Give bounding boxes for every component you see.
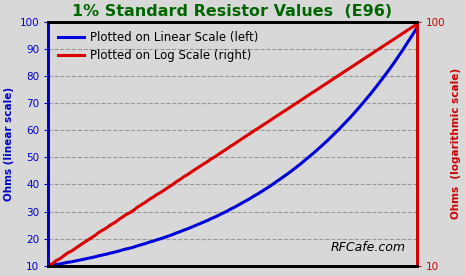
Plotted on Linear Scale (left) (46, 264, 51, 267)
Plotted on Linear Scale (left) (383, 73, 388, 76)
Line: Plotted on Log Scale (right): Plotted on Log Scale (right) (48, 24, 417, 266)
Plotted on Log Scale (right) (150, 196, 156, 199)
Plotted on Linear Scale (left) (414, 26, 419, 30)
Plotted on Log Scale (right) (383, 43, 388, 46)
Y-axis label: Ohms  (logarithmic scale): Ohms (logarithmic scale) (451, 68, 461, 219)
Title: 1% Standard Resistor Values  (E96): 1% Standard Resistor Values (E96) (73, 4, 392, 19)
Y-axis label: Ohms (linear scale): Ohms (linear scale) (4, 87, 14, 201)
Legend: Plotted on Linear Scale (left), Plotted on Log Scale (right): Plotted on Linear Scale (left), Plotted … (54, 28, 262, 65)
Plotted on Linear Scale (left) (150, 240, 156, 243)
Plotted on Log Scale (right) (414, 23, 419, 26)
Plotted on Linear Scale (left) (96, 254, 101, 258)
Plotted on Log Scale (right) (205, 160, 210, 163)
Plotted on Linear Scale (left) (232, 206, 237, 209)
Plotted on Log Scale (right) (96, 231, 101, 234)
Text: RFCafe.com: RFCafe.com (331, 241, 405, 254)
Line: Plotted on Linear Scale (left): Plotted on Linear Scale (left) (48, 28, 417, 266)
Plotted on Linear Scale (left) (205, 219, 210, 222)
Plotted on Linear Scale (left) (243, 199, 249, 202)
Plotted on Log Scale (right) (232, 142, 237, 145)
Plotted on Log Scale (right) (46, 264, 51, 267)
Plotted on Log Scale (right) (243, 134, 249, 138)
